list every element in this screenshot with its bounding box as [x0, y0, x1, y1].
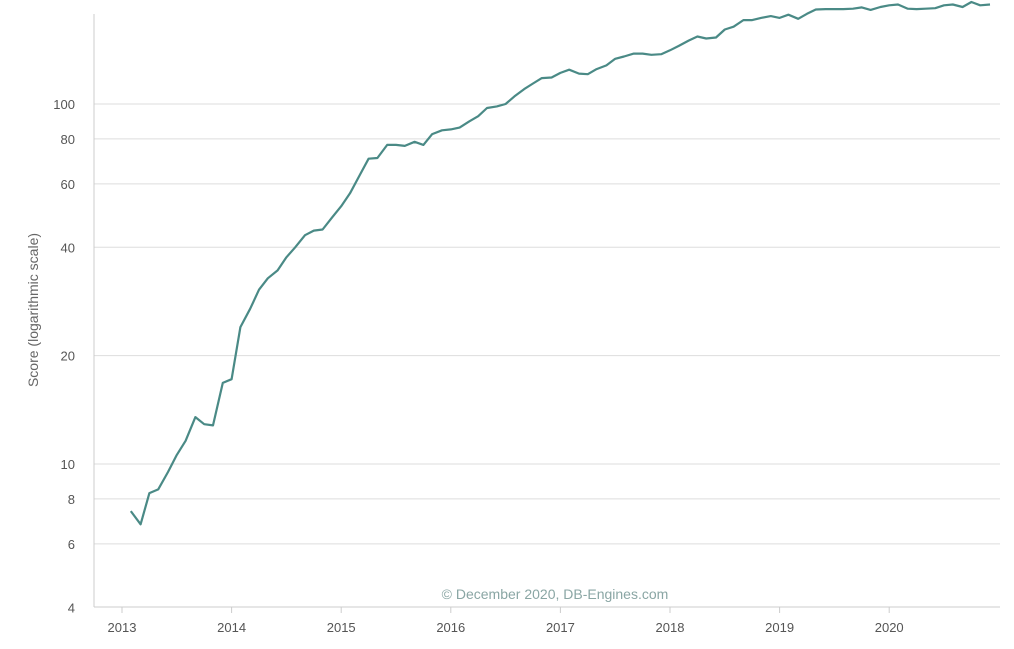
- y-tick-label-8: 8: [68, 492, 75, 507]
- series-line-0: [129, 0, 991, 526]
- y-axis-label: Score (logarithmic scale): [25, 233, 41, 387]
- grid-lines: [94, 103, 1000, 545]
- axes: [93, 14, 1000, 613]
- y-tick-label-80: 80: [61, 132, 75, 147]
- y-tick-label-100: 100: [53, 97, 75, 112]
- x-tick-label-2016: 2016: [436, 620, 465, 635]
- y-tick-label-6: 6: [68, 537, 75, 552]
- x-tick-label-2013: 2013: [108, 620, 137, 635]
- y-tick-label-20: 20: [61, 349, 75, 364]
- x-tick-label-2018: 2018: [656, 620, 685, 635]
- y-tick-labels: 4 6 8 10 20 40 60 80 100: [53, 97, 75, 615]
- y-tick-label-60: 60: [61, 177, 75, 192]
- y-tick-label-40: 40: [61, 240, 75, 255]
- x-tick-label-2017: 2017: [546, 620, 575, 635]
- y-tick-label-10: 10: [61, 457, 75, 472]
- y-tick-label-4: 4: [68, 600, 75, 615]
- x-tick-label-2015: 2015: [327, 620, 356, 635]
- x-tick-label-2019: 2019: [765, 620, 794, 635]
- x-tick-labels: 2013 2014 2015 2016 2017 2018 2019 2020: [108, 620, 904, 635]
- copyright-note: © December 2020, DB-Engines.com: [442, 586, 669, 602]
- x-tick-label-2020: 2020: [875, 620, 904, 635]
- x-tick-label-2014: 2014: [217, 620, 246, 635]
- series-group: [129, 0, 991, 526]
